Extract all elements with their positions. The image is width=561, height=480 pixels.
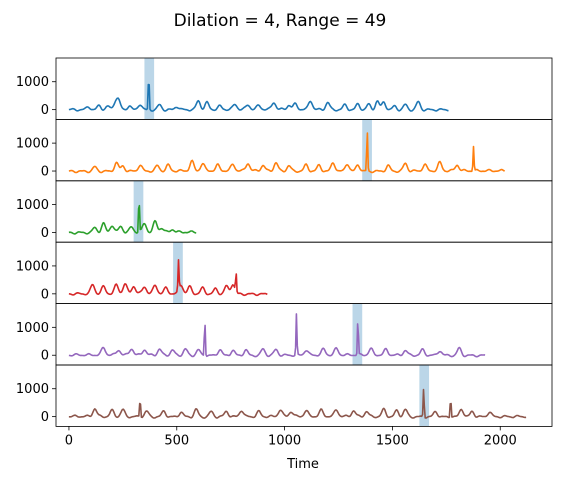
x-tick-label: 0 (65, 433, 73, 448)
panel-frame (55, 241, 553, 304)
series-line (68, 313, 486, 358)
y-tick-label: 0 (41, 103, 49, 118)
panel-frame (55, 119, 553, 182)
x-tick-label: 500 (164, 433, 189, 448)
panel-3: 0 1000 (16, 180, 553, 243)
y-tick-label: 0 (41, 287, 49, 302)
panel-4: 0 1000 (16, 241, 553, 304)
y-tick-label: 1000 (16, 382, 49, 397)
y-tick-label: 1000 (16, 198, 49, 213)
chart-title: Dilation = 4, Range = 49 (174, 11, 387, 31)
series-line (68, 258, 268, 297)
y-tick-label: 0 (41, 226, 49, 241)
y-tick-label: 0 (41, 410, 49, 425)
panel-2: 0 1000 (16, 119, 553, 182)
y-tick-label: 1000 (16, 137, 49, 152)
x-tick-label: 1000 (268, 433, 301, 448)
x-tick-label: 2000 (484, 433, 517, 448)
panel-frame (55, 180, 553, 243)
series-line (68, 132, 506, 174)
y-tick-label: 0 (41, 349, 49, 364)
panel-frame (55, 364, 553, 427)
series-line (68, 83, 449, 112)
y-tick-label: 1000 (16, 321, 49, 336)
y-tick-label: 1000 (16, 259, 49, 274)
x-tick-label: 1500 (376, 433, 409, 448)
x-axis-label: Time (286, 457, 319, 472)
panel-5: 0 1000 (16, 303, 553, 366)
series-line (68, 388, 527, 419)
panel-1: 0 1000 (16, 57, 553, 120)
panel-6: 0 1000 (16, 364, 553, 427)
y-tick-label: 1000 (16, 75, 49, 90)
subplot-panels: 0 1000 0 1000 0 1000 0 1000 0 1000 0 1000 0 500 1000 15… (16, 57, 553, 448)
y-tick-label: 0 (41, 165, 49, 180)
series-line (68, 204, 197, 235)
